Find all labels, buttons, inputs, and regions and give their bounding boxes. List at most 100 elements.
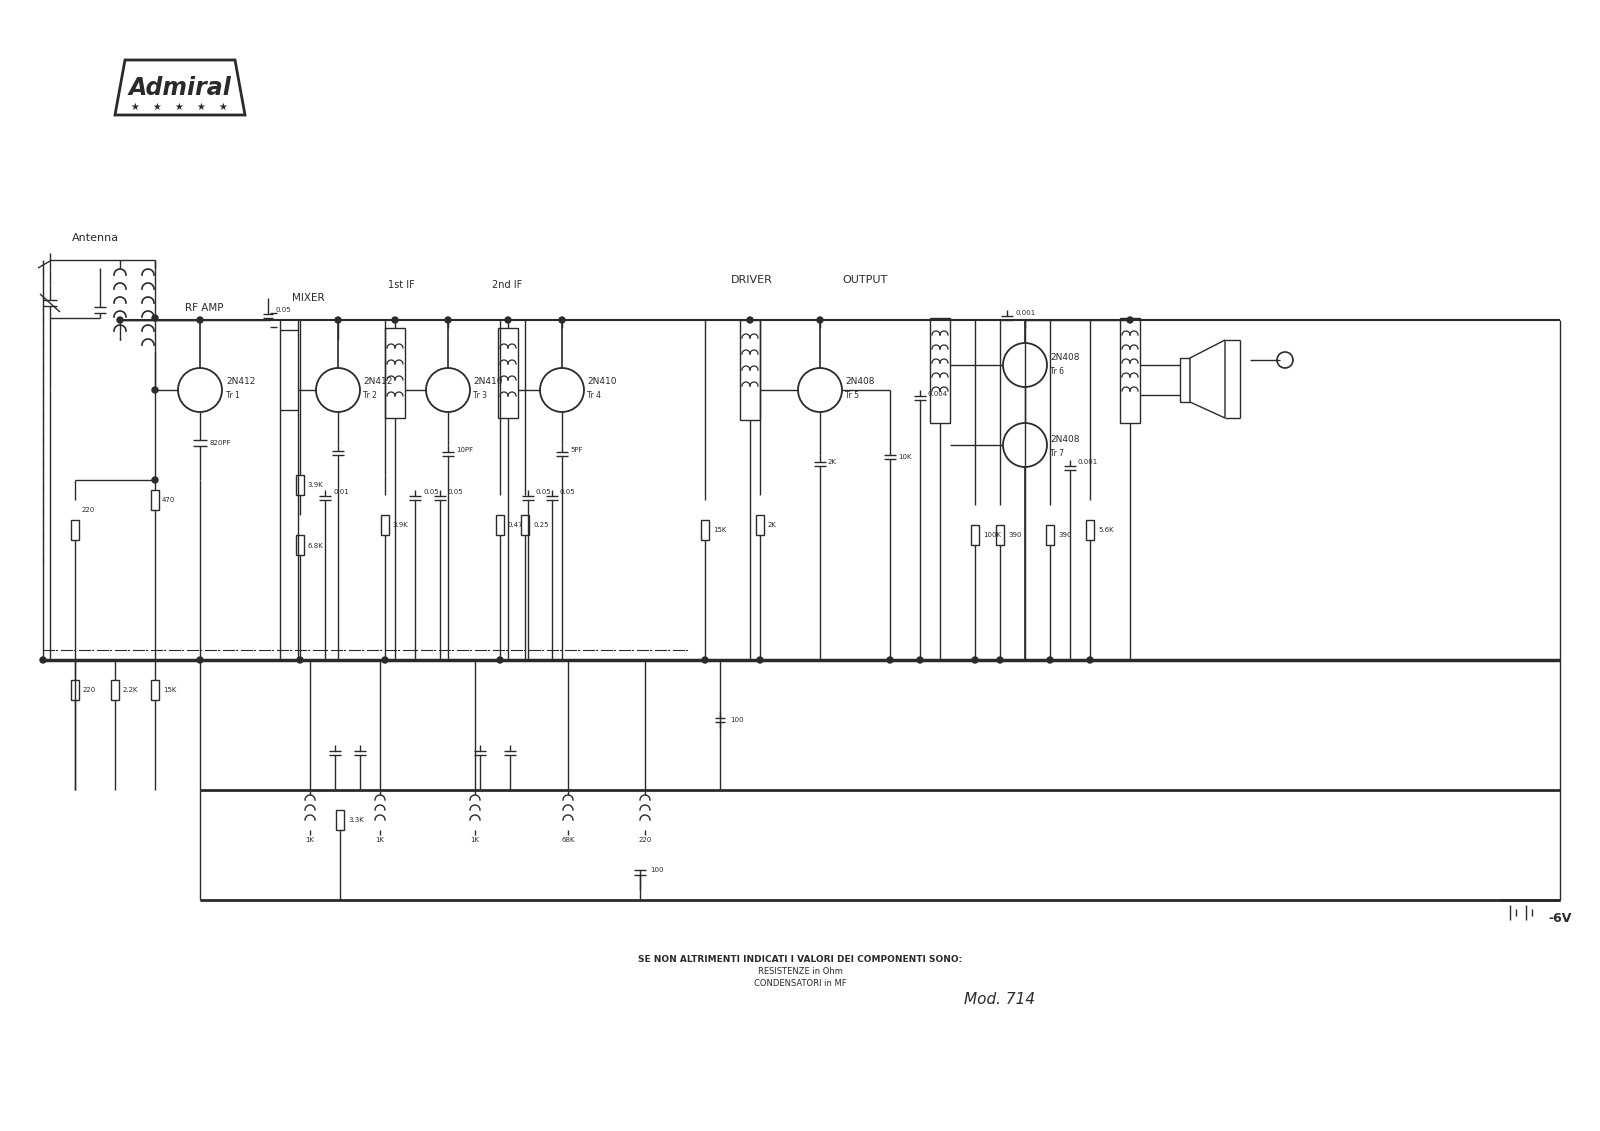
Text: 2N412: 2N412 (363, 378, 392, 387)
Bar (381, 515, 389, 535)
Text: 470: 470 (162, 497, 176, 503)
Circle shape (1086, 657, 1093, 663)
Bar (296, 535, 304, 555)
Text: 1K: 1K (306, 837, 315, 843)
Text: 5.6K: 5.6K (1098, 527, 1114, 533)
Text: 15K: 15K (163, 687, 176, 693)
Bar (995, 525, 1005, 545)
Text: Tr 7: Tr 7 (1050, 449, 1064, 458)
Text: 0.05: 0.05 (560, 489, 576, 495)
Circle shape (152, 316, 158, 321)
Text: MIXER: MIXER (291, 293, 325, 303)
Text: 100: 100 (730, 717, 744, 723)
Circle shape (1126, 317, 1133, 323)
Text: ★: ★ (219, 102, 227, 112)
Circle shape (886, 657, 893, 663)
Text: 820PF: 820PF (210, 440, 232, 446)
Text: 220: 220 (83, 687, 96, 693)
Bar (1181, 359, 1190, 402)
Text: 1st IF: 1st IF (387, 280, 414, 290)
Bar (496, 515, 504, 535)
Text: SE NON ALTRIMENTI INDICATI I VALORI DEI COMPONENTI SONO:: SE NON ALTRIMENTI INDICATI I VALORI DEI … (638, 956, 962, 965)
Text: 1K: 1K (470, 837, 480, 843)
Text: ★: ★ (152, 102, 162, 112)
Bar (110, 680, 118, 700)
Circle shape (117, 317, 123, 323)
Text: 15K: 15K (714, 527, 726, 533)
Text: 68K: 68K (562, 837, 574, 843)
Text: 1K: 1K (376, 837, 384, 843)
Text: 100K: 100K (982, 532, 1002, 538)
Text: 2nd IF: 2nd IF (493, 280, 522, 290)
Text: 2.2K: 2.2K (123, 687, 139, 693)
Circle shape (382, 657, 387, 663)
Text: Tr 5: Tr 5 (845, 391, 859, 400)
Text: 220: 220 (82, 507, 96, 513)
Bar (522, 515, 530, 535)
Circle shape (818, 317, 822, 323)
Text: 2N410: 2N410 (587, 378, 616, 387)
Bar (150, 680, 158, 700)
Circle shape (1046, 657, 1053, 663)
Text: 2K: 2K (829, 459, 837, 465)
Circle shape (197, 317, 203, 323)
Text: 220: 220 (638, 837, 651, 843)
Bar (1046, 525, 1054, 545)
Text: 10PF: 10PF (456, 447, 474, 454)
Polygon shape (1190, 340, 1226, 418)
Text: Admiral: Admiral (128, 76, 232, 100)
Text: 0.001: 0.001 (1078, 459, 1098, 465)
Text: 2N408: 2N408 (1050, 353, 1080, 362)
Text: Tr 6: Tr 6 (1050, 366, 1064, 375)
Circle shape (498, 657, 502, 663)
Text: 0.05: 0.05 (448, 489, 464, 495)
Text: Tr 2: Tr 2 (363, 391, 378, 400)
Text: 10K: 10K (898, 454, 912, 460)
Circle shape (298, 657, 302, 663)
Text: RF AMP: RF AMP (186, 303, 224, 313)
Text: 100: 100 (650, 867, 664, 873)
Circle shape (757, 657, 763, 663)
Bar (930, 318, 950, 423)
Text: 2N412: 2N412 (226, 378, 256, 387)
Text: 5PF: 5PF (570, 447, 582, 454)
Text: Tr 3: Tr 3 (474, 391, 486, 400)
Circle shape (152, 477, 158, 483)
Bar (150, 490, 158, 510)
Text: 390: 390 (1058, 532, 1072, 538)
Circle shape (197, 657, 203, 663)
Circle shape (558, 317, 565, 323)
Bar (386, 328, 405, 418)
Text: 2N410: 2N410 (474, 378, 502, 387)
Text: 0.01: 0.01 (333, 489, 349, 495)
Text: Mod. 714: Mod. 714 (965, 993, 1035, 1008)
Text: 2K: 2K (768, 523, 778, 528)
Bar (70, 680, 78, 700)
Text: 0.05: 0.05 (277, 307, 291, 313)
Circle shape (702, 657, 707, 663)
Text: 2N408: 2N408 (845, 378, 875, 387)
Text: -6V: -6V (1549, 912, 1571, 924)
Text: 390: 390 (1008, 532, 1021, 538)
Text: DRIVER: DRIVER (731, 275, 773, 285)
Circle shape (917, 657, 923, 663)
Text: 3.9K: 3.9K (392, 523, 408, 528)
Text: 3.3K: 3.3K (349, 817, 363, 823)
Text: 6.8K: 6.8K (307, 543, 323, 549)
Text: Tr 4: Tr 4 (587, 391, 602, 400)
Text: OUTPUT: OUTPUT (842, 275, 888, 285)
Circle shape (973, 657, 978, 663)
Bar (971, 525, 979, 545)
Text: ★: ★ (174, 102, 184, 112)
Circle shape (445, 317, 451, 323)
Bar (1120, 318, 1139, 423)
Text: RESISTENZE in Ohm: RESISTENZE in Ohm (757, 967, 843, 976)
Bar (498, 328, 518, 418)
Text: 2N408: 2N408 (1050, 435, 1080, 444)
Bar (1086, 520, 1094, 539)
Text: 0.001: 0.001 (1014, 310, 1035, 316)
Text: CONDENSATORI in MF: CONDENSATORI in MF (754, 979, 846, 988)
Circle shape (334, 317, 341, 323)
Bar (701, 520, 709, 539)
Circle shape (392, 317, 398, 323)
